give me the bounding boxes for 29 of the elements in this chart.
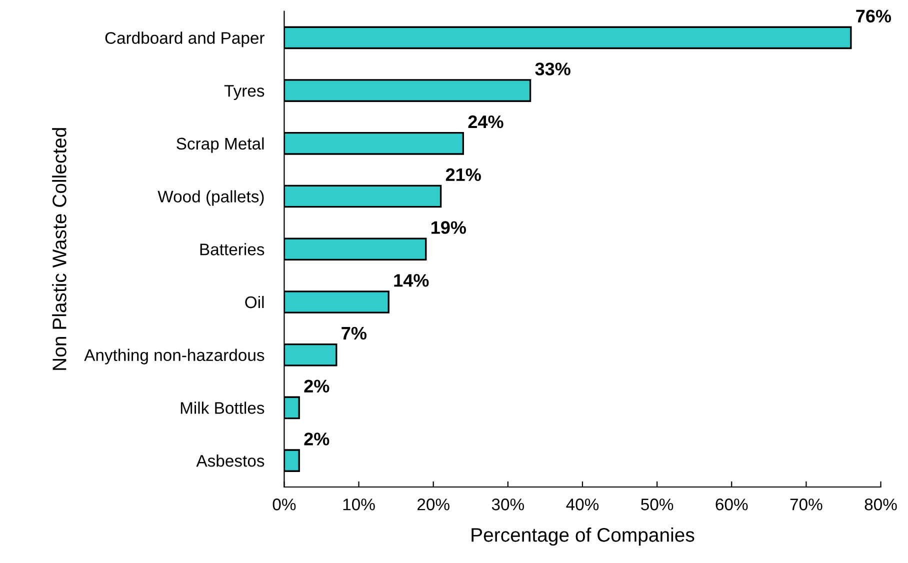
x-tick-label: 50% <box>641 498 674 510</box>
y-tick-label: Oil <box>245 296 264 308</box>
data-label: 76% <box>856 10 892 22</box>
x-tick-label: 60% <box>716 498 748 510</box>
data-label: 21% <box>446 168 481 182</box>
x-tick-label: 30% <box>492 498 524 510</box>
x-tick-label: 20% <box>418 498 450 510</box>
y-tick-label: Asbestos <box>196 454 264 467</box>
y-tick-label: Anything non-hazardous <box>84 348 264 364</box>
y-tick-label: Cardboard and Paper <box>105 32 264 48</box>
data-label: 2% <box>304 380 330 392</box>
y-tick-label: Batteries <box>200 243 264 256</box>
y-axis-title: Non Plastic Waste Collected <box>52 128 66 370</box>
x-tick-label: 80% <box>864 498 897 510</box>
y-tick-label: Wood (pallets) <box>158 190 264 206</box>
data-label: 19% <box>431 221 466 234</box>
data-label: 14% <box>394 274 429 287</box>
x-axis-title: Percentage of Companies <box>472 528 694 546</box>
data-label: 2% <box>304 432 330 446</box>
data-label: 33% <box>535 62 570 76</box>
x-tick-label: 40% <box>566 498 599 510</box>
data-label: 7% <box>342 326 366 340</box>
y-tick-label: Milk Bottles <box>180 402 264 414</box>
data-label: 24% <box>468 115 504 128</box>
y-tick-label: Tyres <box>224 85 264 100</box>
x-tick-label: 70% <box>790 498 822 510</box>
x-tick-label: 0% <box>272 498 296 510</box>
y-tick-label: Scrap Metal <box>176 137 264 153</box>
x-tick-label: 10% <box>343 498 375 510</box>
